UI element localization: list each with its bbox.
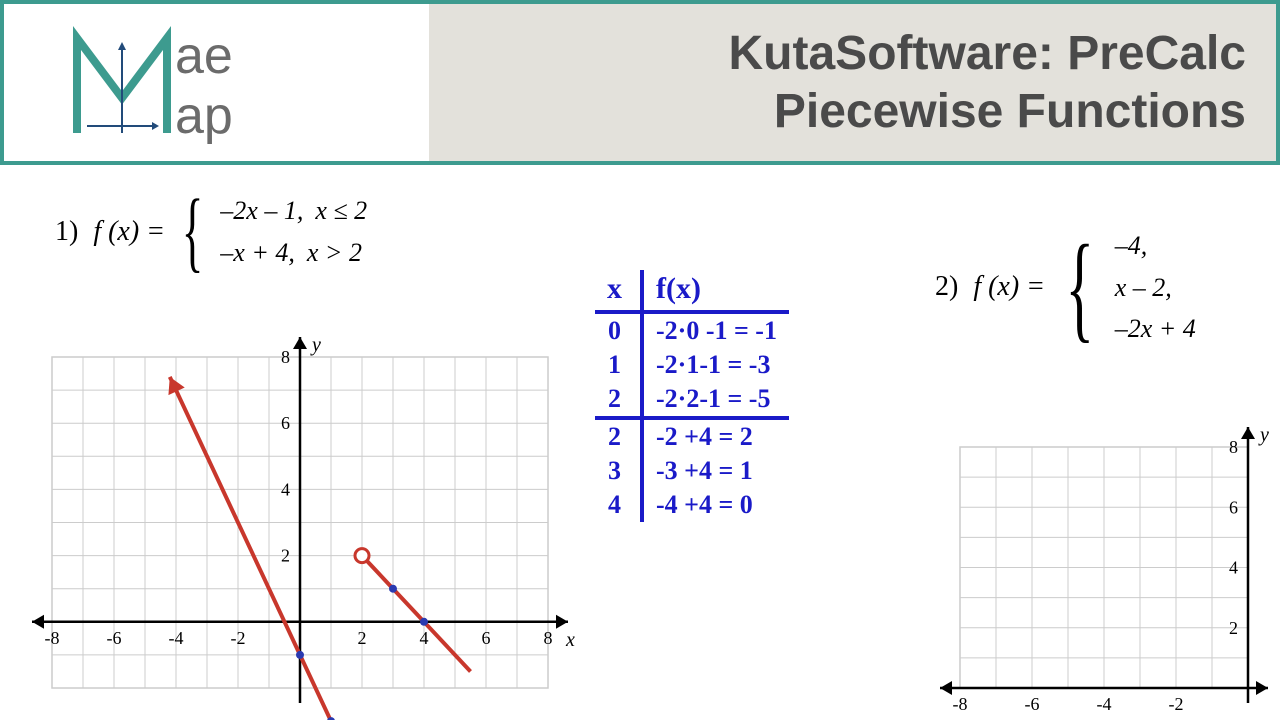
svg-text:-2: -2 — [1169, 694, 1184, 714]
svg-text:-8: -8 — [45, 628, 60, 648]
p2-piece-3-expr: –2x + 4 — [1115, 308, 1196, 350]
svg-text:8: 8 — [1229, 437, 1238, 457]
p2-piece-2-expr: x – 2, — [1115, 267, 1196, 309]
svg-text:2: 2 — [281, 546, 290, 566]
svg-text:2: 2 — [358, 628, 367, 648]
svg-text:4: 4 — [1229, 558, 1238, 578]
svg-text:2: 2 — [1229, 618, 1238, 638]
problem-1-lhs: f (x) = — [93, 216, 165, 248]
logo-text-ae: ae — [175, 27, 233, 85]
problem-2: 2) f (x) = { –4, x – 2, –2x + 4 — [935, 225, 1196, 350]
svg-text:-4: -4 — [1097, 694, 1112, 714]
problem-1-number: 1) — [55, 216, 78, 247]
problem-1: 1) f (x) = { –2x – 1, x ≤ 2 –x + 4, x > 2 — [55, 190, 367, 273]
svg-text:y: y — [1258, 424, 1269, 446]
p1-piece-2-expr: –x + 4, — [220, 238, 295, 267]
svg-text:8: 8 — [281, 347, 290, 367]
chart-2: -8 -6 -4 -2 2 4 6 8y — [928, 415, 1280, 725]
title-line-2: Piecewise Functions — [774, 83, 1246, 141]
svg-text:-2: -2 — [231, 628, 246, 648]
svg-text:-4: -4 — [169, 628, 184, 648]
p1-piece-2-cond: x > 2 — [307, 238, 362, 267]
p1-piece-1-expr: –2x – 1, — [220, 196, 303, 225]
svg-text:6: 6 — [281, 413, 290, 433]
svg-text:y: y — [310, 334, 321, 356]
p2-piece-1-expr: –4, — [1115, 225, 1196, 267]
logo: ae ap — [4, 4, 429, 161]
svg-text:6: 6 — [482, 628, 491, 648]
logo-text-ap: ap — [175, 87, 233, 145]
svg-text:8: 8 — [544, 628, 553, 648]
p1-piece-1-cond: x ≤ 2 — [315, 196, 367, 225]
left-brace-icon: { — [182, 196, 204, 268]
svg-text:-6: -6 — [1025, 694, 1040, 714]
title-line-1: KutaSoftware: PreCalc — [729, 25, 1246, 83]
chart-1: -8-6-4-224682468xy — [20, 325, 580, 725]
handwritten-table: xf(x)0-2·0 -1 = -11-2·1-1 = -32-2·2-1 = … — [595, 270, 789, 522]
svg-text:4: 4 — [420, 628, 429, 648]
problem-2-lhs: f (x) = — [973, 271, 1045, 303]
svg-text:-8: -8 — [953, 694, 968, 714]
svg-text:4: 4 — [281, 479, 290, 499]
problem-2-number: 2) — [935, 271, 958, 302]
svg-text:-6: -6 — [107, 628, 122, 648]
svg-text:6: 6 — [1229, 497, 1238, 517]
left-brace-icon: { — [1065, 239, 1094, 335]
title-box: KutaSoftware: PreCalc Piecewise Function… — [429, 4, 1276, 161]
svg-text:x: x — [565, 629, 575, 651]
